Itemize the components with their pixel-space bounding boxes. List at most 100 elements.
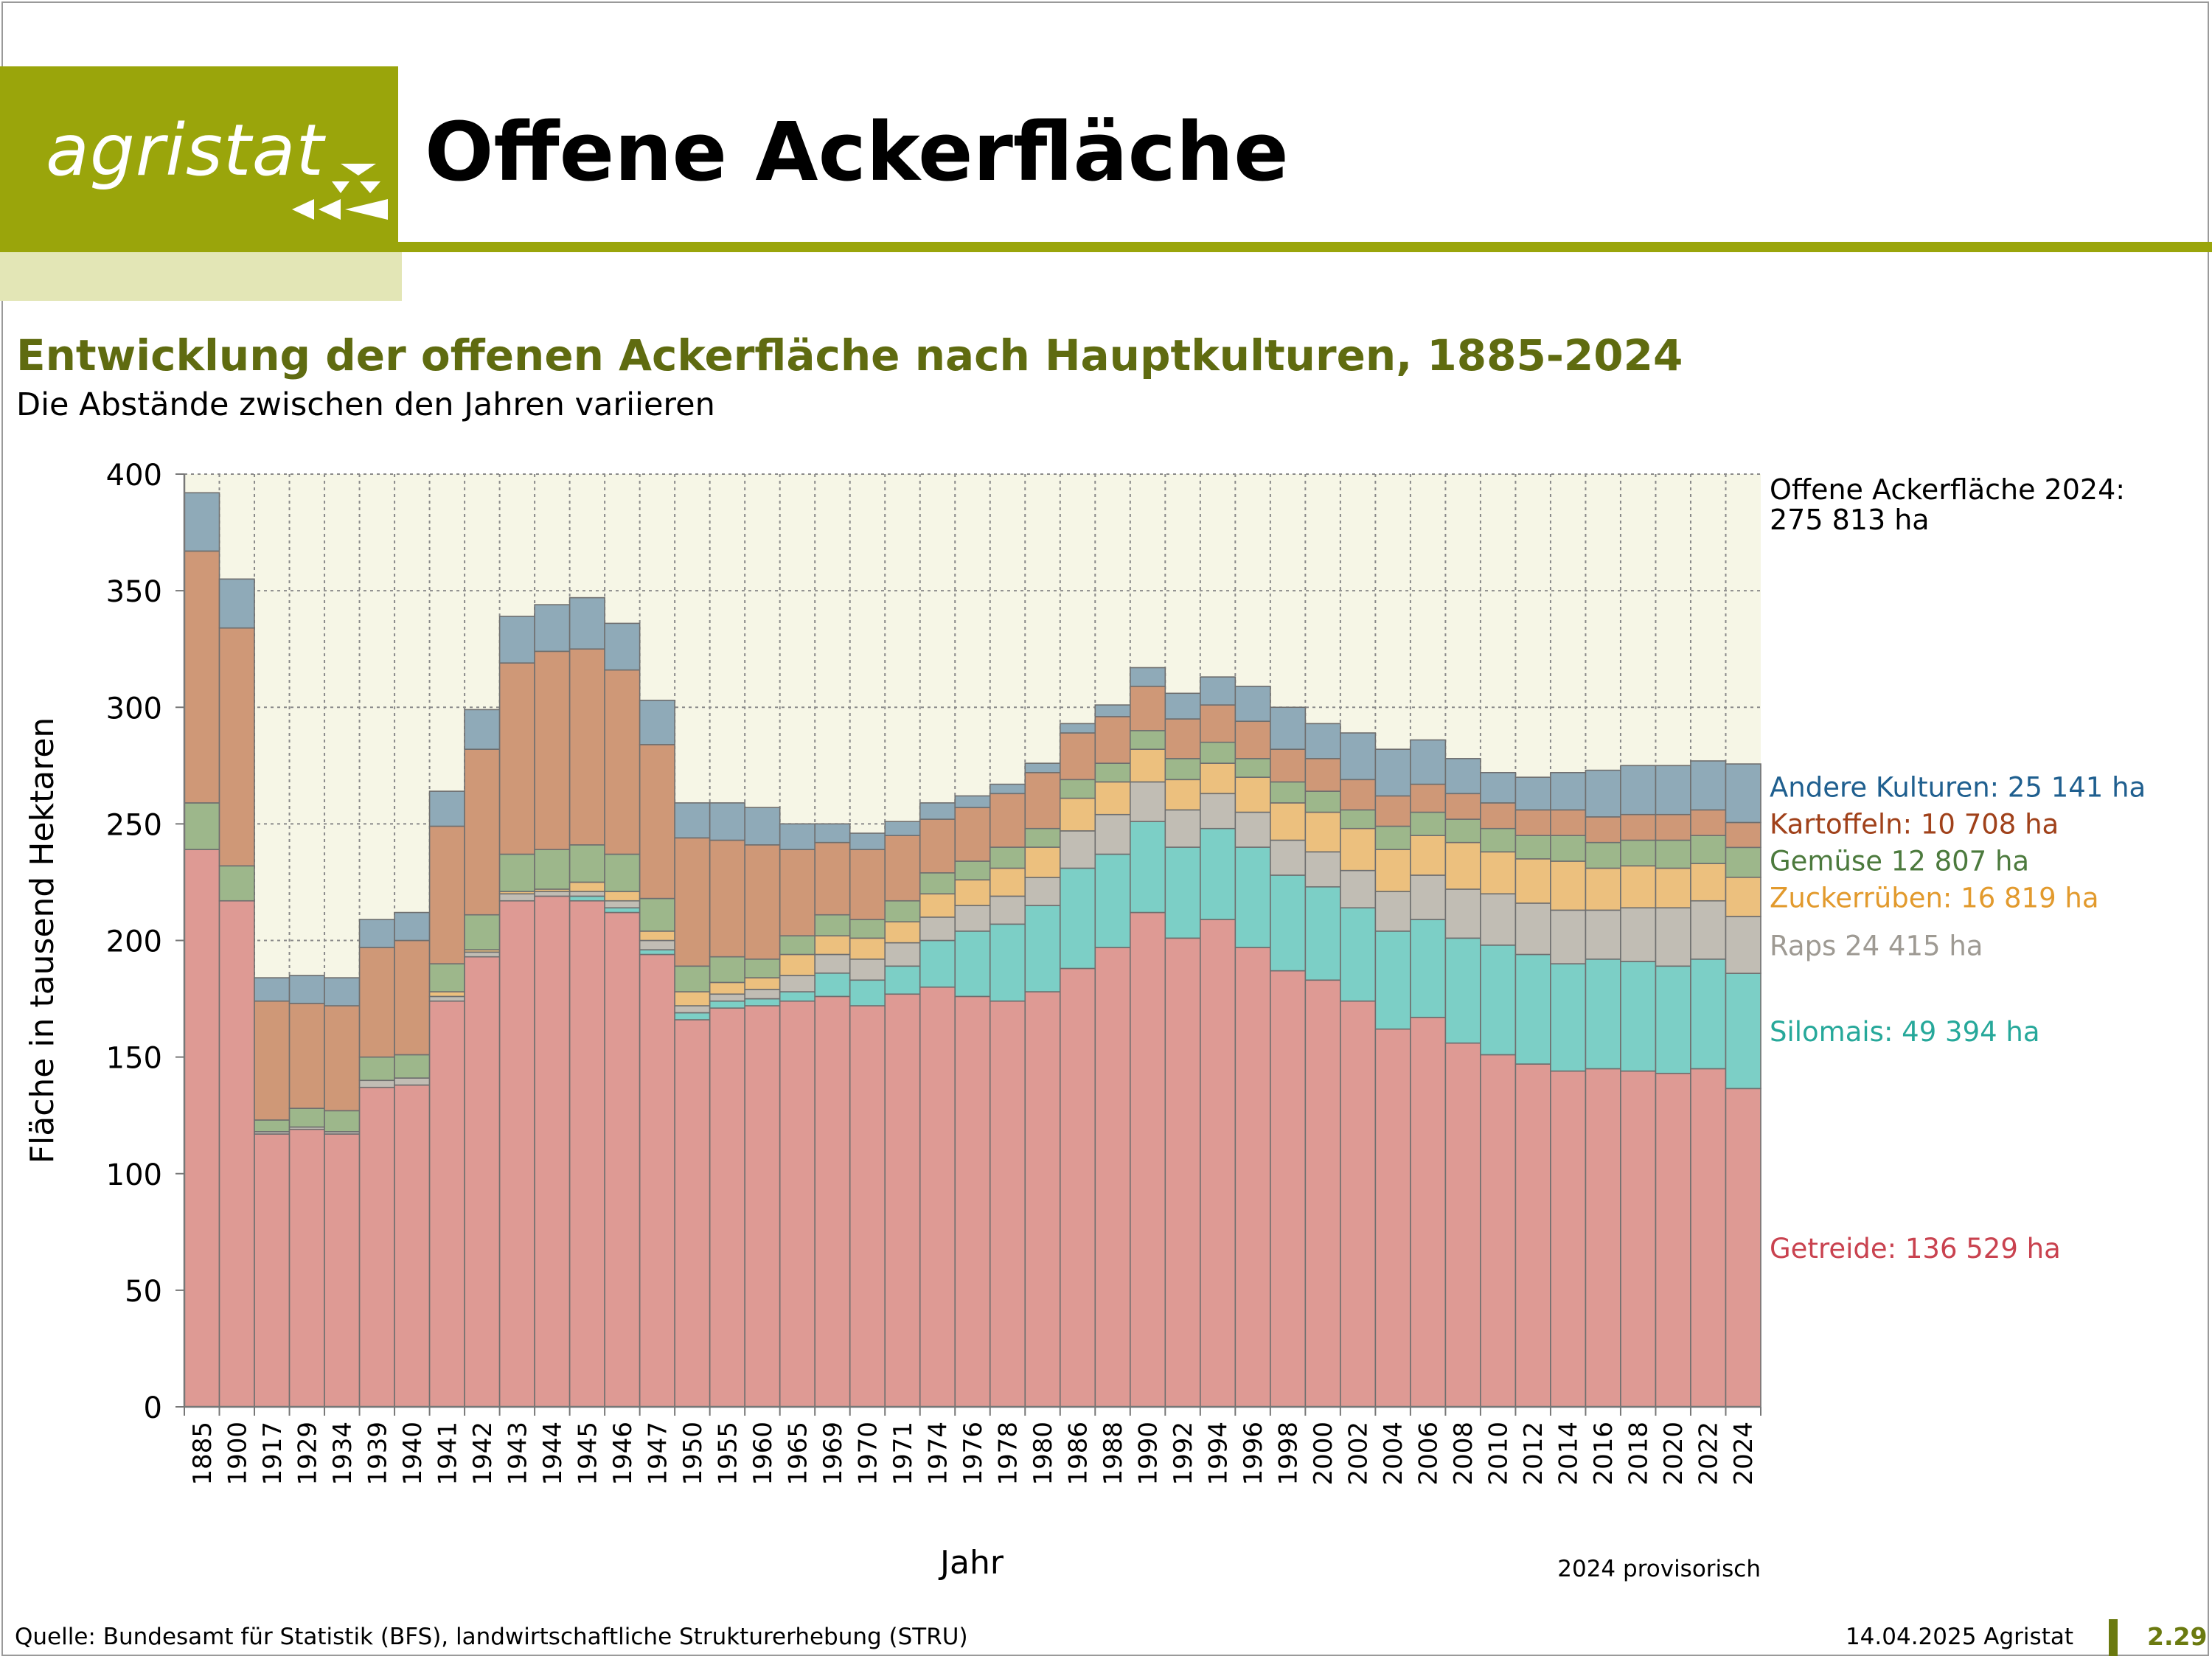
bar-segment: [1480, 851, 1517, 895]
bar-segment: [919, 893, 956, 918]
bar-segment: [639, 931, 675, 942]
bar-segment: [989, 923, 1026, 1002]
bar-segment: [814, 953, 851, 974]
bar-segment: [1655, 765, 1691, 815]
page-title: Offene Ackerfläche: [425, 105, 1289, 199]
bar-segment: [394, 1054, 431, 1079]
bar-segment: [604, 891, 641, 902]
x-tick-label: 1929: [293, 1422, 322, 1486]
bar-segment: [709, 1007, 745, 1408]
bar-segment: [1480, 893, 1517, 946]
bar-segment: [1094, 813, 1131, 855]
bar-segment: [814, 995, 851, 1408]
bar-segment: [1620, 1070, 1657, 1408]
logo-box: [0, 66, 398, 252]
bar-segment: [989, 1000, 1026, 1408]
bar-segment: [989, 895, 1026, 925]
bar-segment: [744, 1005, 781, 1408]
bar-segment: [884, 900, 921, 923]
bar-segment: [534, 895, 571, 1408]
bar-segment: [288, 975, 325, 1004]
bar-segment: [394, 911, 431, 942]
bar-segment: [428, 1000, 465, 1408]
bar-segment: [1059, 723, 1096, 734]
x-tick-label: 1990: [1134, 1422, 1164, 1486]
y-tick-label: 200: [106, 925, 162, 959]
bar-segment: [1514, 809, 1551, 836]
bar-segment: [1234, 758, 1271, 778]
bar-segment: [324, 977, 361, 1006]
bar-segment: [184, 802, 220, 850]
bar-segment: [849, 979, 886, 1006]
provisional-note: 2024 provisorisch: [1557, 1556, 1761, 1582]
bar-segment: [919, 939, 956, 988]
bar-segment: [709, 956, 745, 984]
bar-segment: [1690, 760, 1727, 811]
bar-segment: [989, 793, 1026, 848]
bar-segment: [1094, 716, 1131, 764]
bar-segment: [464, 709, 501, 750]
bar-segment: [744, 977, 781, 990]
bar-segment: [1725, 763, 1761, 824]
bar-segment: [1024, 846, 1061, 878]
bar-segment: [639, 939, 675, 950]
bar-segment: [1374, 795, 1411, 827]
bar-segment: [884, 965, 921, 995]
bar-segment: [1690, 809, 1727, 836]
bar-segment: [1620, 839, 1657, 867]
bar-segment: [1514, 1063, 1551, 1408]
x-tick-label: 1996: [1239, 1422, 1268, 1486]
bar-segment: [709, 1000, 745, 1009]
bar-segment: [989, 783, 1026, 795]
bar-segment: [1130, 911, 1166, 1408]
series-label: Andere Kulturen: 25 141 ha: [1770, 771, 2146, 803]
bar-segment: [1374, 825, 1411, 850]
bar-segment: [604, 669, 641, 855]
logo-shadow-band: [0, 252, 402, 301]
x-tick-label: 1978: [994, 1422, 1023, 1486]
bar-segment: [1725, 876, 1761, 917]
bar-segment: [1655, 839, 1691, 869]
bar-segment: [568, 881, 605, 892]
bar-segment: [639, 744, 675, 900]
bar-segment: [779, 991, 815, 1002]
x-tick-label: 1969: [818, 1422, 848, 1486]
bar-segment: [1550, 1070, 1587, 1408]
x-tick-label: 1974: [923, 1422, 953, 1486]
bar-segment: [1725, 1088, 1761, 1408]
bar-segment: [1655, 867, 1691, 909]
bar-segment: [1340, 827, 1377, 872]
bar-segment: [1304, 979, 1341, 1408]
bar-segment: [1410, 783, 1447, 813]
bar-segment: [1059, 830, 1096, 869]
bar-segment: [1444, 1042, 1481, 1408]
bar-segment: [849, 919, 886, 939]
bar-segment: [849, 959, 886, 981]
x-tick-label: 1980: [1029, 1422, 1058, 1486]
bar-segment: [1585, 769, 1621, 818]
bar-segment: [1234, 776, 1271, 813]
bar-segment: [604, 622, 641, 671]
bar-segment: [1024, 772, 1061, 830]
bar-segment: [1234, 811, 1271, 848]
bar-segment: [1585, 1068, 1621, 1408]
bar-segment: [1340, 809, 1377, 830]
bar-segment: [849, 1005, 886, 1408]
bar-segment: [954, 879, 991, 906]
bar-segment: [1094, 853, 1131, 948]
bar-segment: [464, 956, 501, 1408]
bar-segment: [534, 891, 571, 897]
bar-segment: [1410, 835, 1447, 876]
bar-segment: [1480, 802, 1517, 830]
bar-segment: [184, 849, 220, 1408]
bar-segment: [1164, 846, 1201, 939]
bar-segment: [709, 993, 745, 1002]
bar-segment: [1690, 835, 1727, 864]
bar-segment: [1690, 900, 1727, 960]
series-label: Gemüse 12 807 ha: [1770, 845, 2029, 877]
source-note: Quelle: Bundesamt für Statistik (BFS), l…: [15, 1624, 968, 1650]
bar-segment: [1585, 816, 1621, 844]
bar-segment: [568, 648, 605, 846]
bar-segment: [1514, 858, 1551, 904]
